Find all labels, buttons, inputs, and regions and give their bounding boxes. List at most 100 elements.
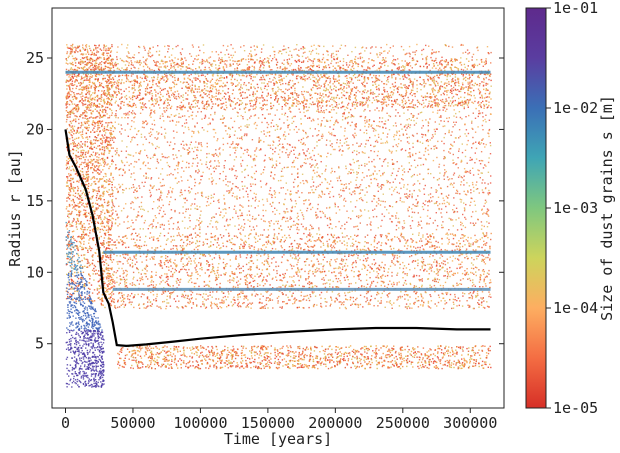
dust-point xyxy=(224,84,226,86)
dust-point xyxy=(73,103,76,105)
dust-point xyxy=(78,181,80,183)
dust-point xyxy=(413,173,415,176)
dust-point xyxy=(76,144,78,146)
dust-point xyxy=(293,220,295,223)
dust-point xyxy=(249,189,252,192)
dust-point xyxy=(396,272,399,274)
dust-point xyxy=(103,187,105,189)
dust-point xyxy=(488,157,490,159)
dust-point xyxy=(364,146,366,148)
dust-point xyxy=(321,191,323,193)
dust-point xyxy=(150,177,153,179)
dust-point xyxy=(146,79,148,81)
dust-point xyxy=(94,63,96,65)
dust-point xyxy=(289,228,291,231)
dust-point xyxy=(283,274,285,277)
dust-point xyxy=(403,237,405,239)
dust-point xyxy=(351,210,354,212)
dust-point xyxy=(209,123,211,125)
dust-point xyxy=(138,152,140,154)
dust-point xyxy=(81,192,83,195)
dust-point xyxy=(452,126,454,128)
dust-point xyxy=(256,96,258,99)
dust-point xyxy=(294,178,296,181)
dust-point xyxy=(377,125,380,127)
dust-point xyxy=(280,170,283,172)
dust-point xyxy=(250,53,252,56)
dust-point xyxy=(147,52,149,54)
dust-point xyxy=(155,94,157,96)
dust-point xyxy=(280,50,282,52)
dust-point xyxy=(145,177,147,179)
dust-point xyxy=(384,201,386,203)
dust-point xyxy=(310,94,312,96)
dust-point xyxy=(487,183,489,185)
dust-point xyxy=(94,154,96,157)
dust-point xyxy=(318,227,320,229)
dust-point xyxy=(193,282,196,285)
dust-point xyxy=(429,253,432,255)
dust-point xyxy=(124,257,126,259)
dust-point xyxy=(437,196,440,198)
dust-point xyxy=(196,154,198,156)
dust-point xyxy=(170,114,173,116)
dust-point xyxy=(311,206,314,209)
dust-point xyxy=(260,186,262,188)
dust-point xyxy=(453,172,456,174)
dust-point xyxy=(339,148,341,151)
dust-point xyxy=(292,120,295,123)
dust-point xyxy=(233,296,235,298)
dust-point xyxy=(477,115,479,118)
dust-point xyxy=(132,222,134,224)
dust-point xyxy=(434,145,437,147)
dust-point xyxy=(202,241,205,243)
dust-point xyxy=(125,187,127,190)
dust-point xyxy=(266,198,268,200)
dust-point xyxy=(351,88,354,90)
dust-point xyxy=(156,158,159,160)
dust-point xyxy=(446,82,448,84)
dust-point xyxy=(360,279,362,282)
dust-point xyxy=(299,209,302,211)
dust-point xyxy=(383,89,385,91)
dust-point xyxy=(149,113,152,115)
dust-point xyxy=(488,78,490,81)
dust-point xyxy=(85,53,87,55)
dust-point xyxy=(82,73,85,75)
dust-point xyxy=(128,90,130,93)
dust-point xyxy=(158,188,160,190)
dust-point xyxy=(464,208,466,210)
dust-point xyxy=(390,174,393,177)
dust-point xyxy=(324,301,327,303)
dust-point xyxy=(352,262,354,264)
dust-point xyxy=(347,122,349,125)
dust-point xyxy=(439,73,441,75)
dust-point xyxy=(194,185,196,187)
dust-point xyxy=(376,53,378,55)
dust-point xyxy=(144,120,147,122)
dust-point xyxy=(315,215,317,217)
dust-point xyxy=(104,162,107,164)
dust-point xyxy=(317,44,320,47)
dust-point xyxy=(123,256,125,259)
dust-point xyxy=(383,86,385,89)
dust-point xyxy=(317,118,319,120)
dust-point xyxy=(441,140,443,142)
dust-point xyxy=(295,156,297,159)
dust-point xyxy=(191,165,193,167)
dust-point xyxy=(138,86,140,89)
dust-point xyxy=(372,91,374,94)
dust-point xyxy=(173,115,176,117)
dust-point xyxy=(471,127,473,130)
dust-point xyxy=(443,175,445,177)
dust-point xyxy=(389,265,392,267)
dust-point xyxy=(382,172,384,175)
dust-point xyxy=(222,149,224,151)
dust-point xyxy=(436,190,438,192)
dust-point xyxy=(147,301,149,303)
dust-point xyxy=(236,60,238,63)
dust-point xyxy=(441,56,443,58)
dust-point xyxy=(297,168,299,170)
dust-point xyxy=(312,149,314,152)
dust-point xyxy=(77,205,79,207)
